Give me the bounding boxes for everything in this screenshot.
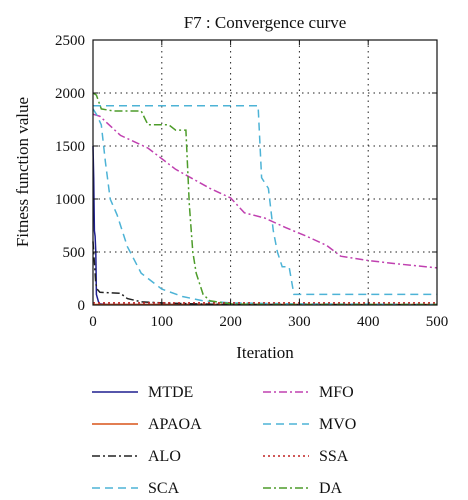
legend-item-mvo: MVO [263,416,356,433]
legend-label: MFO [319,384,354,401]
y-tick-label: 2000 [55,86,85,102]
y-tick-label: 1000 [55,192,85,208]
y-tick-label: 2500 [55,33,85,49]
legend-item-alo: ALO [92,448,181,465]
axes: 0 100 200 300 400 500 0 500 1000 1500 2000 2500 [55,33,448,330]
y-axis-label: Fitness function value [13,97,32,247]
legend-label: MVO [319,416,356,433]
legend-label: ALO [148,448,181,465]
legend-item-apaoa: APAOA [92,416,202,433]
legend: MTDE APAOA ALO SCA MFO MVO SSA DA [92,384,356,497]
legend-item-mtde: MTDE [92,384,193,401]
x-tick-label: 400 [357,314,380,330]
series-line-mfo [92,113,438,269]
series-line-sca [93,104,437,296]
series-line-mtde [92,145,438,306]
series-line-mvo [92,108,438,306]
grid-lines [93,40,437,305]
x-axis-label: Iteration [236,343,294,362]
legend-label: MTDE [148,384,193,401]
y-tick-label: 0 [78,298,86,314]
x-tick-label: 0 [89,314,97,330]
series-line-alo [92,241,438,306]
x-tick-label: 100 [151,314,174,330]
legend-item-mfo: MFO [263,384,354,401]
legend-label: DA [319,480,343,497]
series-line-da [92,92,437,306]
legend-item-da: DA [263,480,343,497]
plot-frame [92,39,438,306]
legend-label: APAOA [148,416,202,433]
x-tick-label: 200 [219,314,242,330]
legend-item-ssa: SSA [263,448,349,465]
chart-title: F7 : Convergence curve [184,13,347,32]
y-tick-label: 500 [63,245,86,261]
legend-item-sca: SCA [92,480,180,497]
x-tick-label: 300 [288,314,311,330]
legend-label: SSA [319,448,349,465]
legend-label: SCA [148,480,180,497]
y-tick-label: 1500 [55,139,85,155]
x-tick-label: 500 [426,314,449,330]
